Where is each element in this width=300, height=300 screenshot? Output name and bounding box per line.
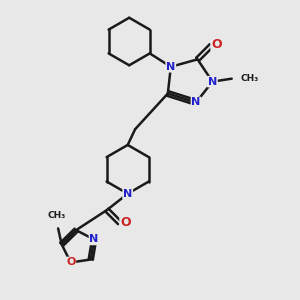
Text: N: N: [208, 76, 217, 87]
Text: CH₃: CH₃: [47, 211, 66, 220]
Text: N: N: [166, 62, 176, 72]
Text: N: N: [191, 98, 201, 107]
Text: N: N: [123, 189, 132, 199]
Text: O: O: [211, 38, 222, 51]
Text: N: N: [89, 235, 99, 244]
Text: CH₃: CH₃: [240, 74, 258, 83]
Text: O: O: [120, 216, 131, 229]
Text: O: O: [66, 257, 75, 268]
